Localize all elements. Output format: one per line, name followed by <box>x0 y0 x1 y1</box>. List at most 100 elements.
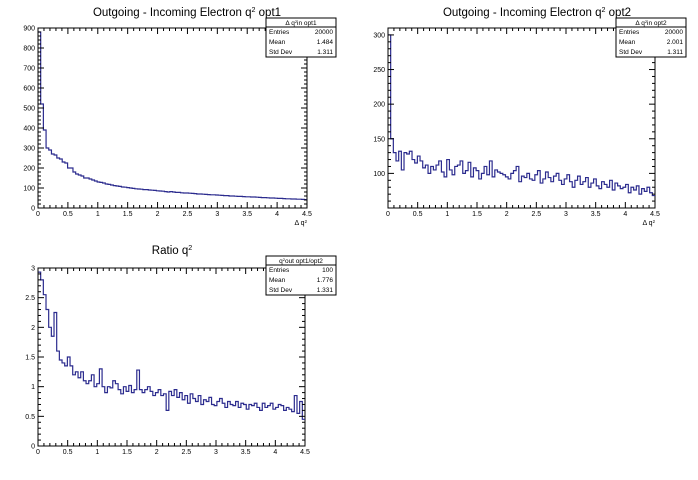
stats-name: Δ q2in opt1 <box>285 19 317 28</box>
y-tick-label: 100 <box>23 186 35 193</box>
stats-name-sup: 2 <box>283 257 286 262</box>
x-tick-label: 3 <box>564 211 568 218</box>
y-tick-label: 150 <box>373 136 385 143</box>
stats-box-frame <box>265 255 337 296</box>
x-tick-label: 0.5 <box>63 449 73 456</box>
plot-title-base: Outgoing - Incoming Electron q <box>443 7 602 19</box>
stats-value: 1.484 <box>317 39 334 46</box>
x-tick-label: 1 <box>96 211 100 218</box>
stats-name-suffix: out opt1/opt2 <box>285 258 323 265</box>
x-tick-label: 0 <box>36 211 40 218</box>
x-tick-label: 3.5 <box>242 211 252 218</box>
x-axis-label: Δ q2 <box>642 219 655 228</box>
plot-title: Outgoing - Incoming Electron q2 opt2 <box>443 6 631 19</box>
x-tick-label: 2.5 <box>181 449 191 456</box>
x-tick-label: 2.5 <box>531 211 541 218</box>
x-axis-label-base: Δ q <box>294 220 304 227</box>
plot-title: Ratio q2 <box>152 244 192 257</box>
x-tick-label: 0.5 <box>63 211 73 218</box>
y-tick-label: 200 <box>23 166 35 173</box>
x-tick-label: 1 <box>445 211 449 218</box>
stats-label: Std Dev <box>269 49 293 56</box>
stats-label: Std Dev <box>619 49 643 56</box>
plot-panel-3: 0 0.5 1 1.5 2 2.5 3 3.5 4 4.5 0 0.5 1 1.5 2 2.5 3 Ratio q… <box>25 244 337 456</box>
x-tick-label: 3.5 <box>591 211 601 218</box>
x-axis-label: Δ q2 <box>294 219 307 228</box>
x-tick-label: 1.5 <box>472 211 482 218</box>
stats-value: 2.001 <box>667 39 684 46</box>
x-tick-label: 4 <box>623 211 627 218</box>
stats-value: 20000 <box>665 29 683 36</box>
x-tick-label: 1.5 <box>123 211 133 218</box>
x-tick-label: 2 <box>156 211 160 218</box>
plot-title-sup: 2 <box>188 244 192 252</box>
x-tick-label: 0 <box>36 449 40 456</box>
y-tick-label: 250 <box>373 67 385 74</box>
stats-box-frame <box>615 17 687 58</box>
x-tick-label: 3 <box>214 449 218 456</box>
y-tick-label: 100 <box>373 171 385 178</box>
stats-label: Std Dev <box>269 287 293 294</box>
x-axis-label-base: Δ q <box>642 220 652 227</box>
plot-title: Outgoing - Incoming Electron q2 opt1 <box>93 6 281 19</box>
stats-name-base: Δ q <box>635 20 645 27</box>
x-tick-label: 3 <box>215 211 219 218</box>
plot-frame <box>37 267 306 447</box>
stats-name-base: q <box>279 258 283 265</box>
y-tick-label: 700 <box>23 66 35 73</box>
stats-label: Mean <box>269 39 286 46</box>
histogram-line <box>38 271 305 420</box>
y-tick-label: 300 <box>373 32 385 39</box>
y-tick-label: 1.5 <box>25 355 35 362</box>
stats-name: Δ q2in opt2 <box>635 19 667 28</box>
plot-title-base: Outgoing - Incoming Electron q <box>93 7 252 19</box>
histogram-line <box>388 34 655 197</box>
x-tick-label: 1 <box>95 449 99 456</box>
y-tick-label: 0 <box>31 444 35 451</box>
y-tick-label: 0.5 <box>25 414 35 421</box>
stats-name-sup: 2 <box>295 19 298 24</box>
stats-value: 100 <box>322 267 333 274</box>
histogram-line <box>38 31 307 201</box>
x-tick-label: 2 <box>505 211 509 218</box>
y-tick-label: 2 <box>31 325 35 332</box>
x-tick-label: 1.5 <box>122 449 132 456</box>
plot-title-sup: 2 <box>251 6 255 14</box>
y-tick-label: 300 <box>23 146 35 153</box>
stats-name-suffix: in opt2 <box>647 20 667 27</box>
y-tick-label: 3 <box>31 266 35 273</box>
x-tick-label: 0.5 <box>413 211 423 218</box>
stats-name: q2out opt1/opt2 <box>279 257 323 266</box>
y-tick-label: 0 <box>31 206 35 213</box>
x-tick-label: 3.5 <box>241 449 251 456</box>
x-tick-label: 2 <box>155 449 159 456</box>
x-tick-label: 4 <box>275 211 279 218</box>
stats-label: Mean <box>619 39 636 46</box>
stats-label: Mean <box>269 277 286 284</box>
x-tick-label: 4.5 <box>300 449 310 456</box>
plot-frame <box>37 27 308 209</box>
x-tick-label: 4 <box>273 449 277 456</box>
stats-label: Entries <box>269 29 290 36</box>
stats-value: 1.776 <box>317 277 334 284</box>
x-tick-label: 4.5 <box>650 211 660 218</box>
x-tick-label: 0 <box>386 211 390 218</box>
stats-value: 1.311 <box>317 49 333 56</box>
stats-name-base: Δ q <box>285 20 295 27</box>
stats-box-frame <box>265 17 337 58</box>
y-tick-label: 400 <box>23 126 35 133</box>
y-tick-label: 1 <box>31 384 35 391</box>
x-axis-label-sup: 2 <box>305 219 308 224</box>
stats-value: 20000 <box>315 29 333 36</box>
plot-title-suffix: opt2 <box>605 7 631 19</box>
plot-title-base: Ratio q <box>152 245 188 257</box>
y-tick-label: 2.5 <box>25 295 35 302</box>
y-tick-label: 500 <box>23 106 35 113</box>
stats-label: Entries <box>619 29 640 36</box>
